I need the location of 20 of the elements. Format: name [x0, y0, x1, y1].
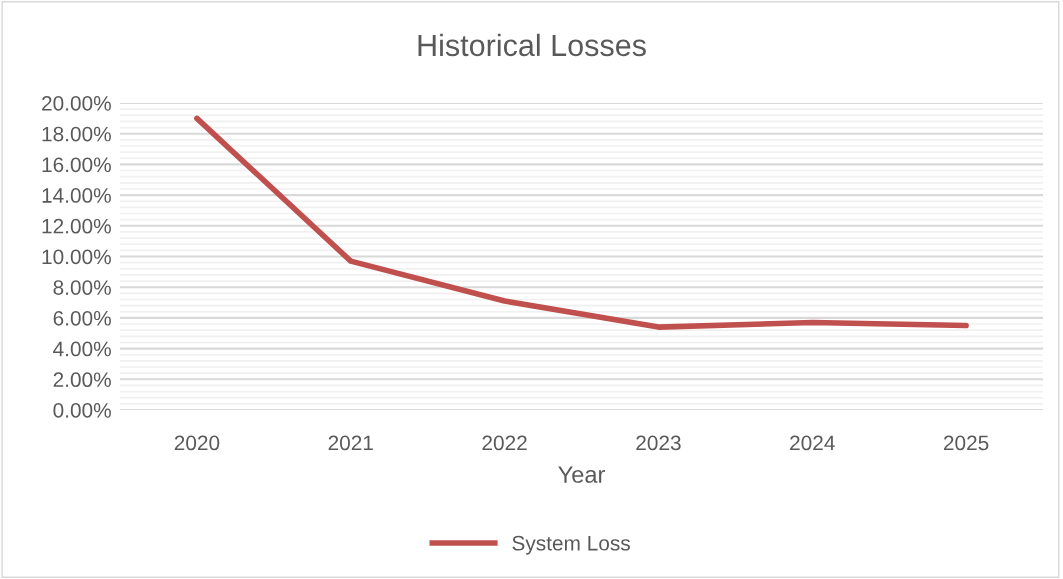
- x-tick-label: 2020: [174, 435, 220, 451]
- chart-title: Historical Losses: [418, 33, 646, 57]
- y-tick-label: 14.00%: [42, 188, 111, 203]
- x-tick-label: 2023: [636, 435, 681, 451]
- y-tick-label: 2.00%: [53, 372, 111, 388]
- y-tick-label: 10.00%: [42, 249, 111, 265]
- y-tick-label: 4.00%: [53, 341, 111, 357]
- y-tick-label: 8.00%: [53, 280, 111, 295]
- y-tick-label: 16.00%: [42, 157, 111, 173]
- x-tick-label: 2021: [328, 435, 373, 451]
- y-tick-label: 18.00%: [42, 126, 111, 142]
- y-tick-label: 6.00%: [53, 310, 111, 326]
- x-axis-title: Year: [558, 466, 605, 483]
- y-tick-label: 12.00%: [42, 218, 111, 234]
- x-tick-label: 2025: [943, 435, 989, 451]
- legend-label: System Loss: [512, 535, 630, 555]
- x-tick-label: 2024: [790, 435, 835, 451]
- x-tick-label: 2022: [482, 435, 527, 451]
- y-tick-label: 20.00%: [42, 96, 111, 111]
- y-tick-label: 0.00%: [53, 403, 111, 418]
